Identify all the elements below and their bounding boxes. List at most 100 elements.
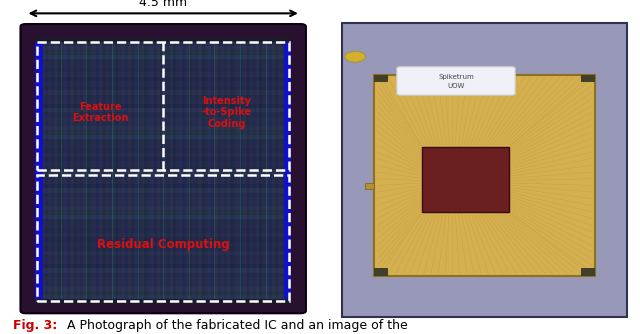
Bar xyxy=(240,37,243,304)
Bar xyxy=(275,37,278,304)
Bar xyxy=(581,75,595,82)
Bar xyxy=(250,37,253,304)
Bar xyxy=(35,135,291,139)
Bar xyxy=(35,54,291,59)
Bar xyxy=(35,219,291,224)
Bar xyxy=(35,41,291,46)
Bar xyxy=(35,157,291,161)
Bar xyxy=(163,37,164,304)
Bar xyxy=(83,37,86,304)
Bar xyxy=(195,37,198,304)
Bar xyxy=(35,104,291,108)
Bar xyxy=(374,75,388,82)
Bar xyxy=(35,86,291,90)
Bar xyxy=(214,37,215,304)
Bar xyxy=(35,37,291,42)
Bar xyxy=(106,37,109,304)
Bar xyxy=(37,175,289,301)
Bar xyxy=(35,117,291,121)
Bar xyxy=(115,37,118,304)
Bar xyxy=(218,37,221,304)
Bar xyxy=(422,147,509,212)
Bar xyxy=(246,37,250,304)
Text: Residual Computing: Residual Computing xyxy=(97,238,230,251)
Bar xyxy=(144,37,147,304)
Bar xyxy=(173,37,176,304)
Bar xyxy=(90,37,93,304)
Bar xyxy=(35,215,291,219)
Text: UOW: UOW xyxy=(447,83,465,89)
Bar xyxy=(166,37,170,304)
Bar xyxy=(374,75,595,276)
Text: Fig. 3:: Fig. 3: xyxy=(13,319,57,332)
Bar xyxy=(35,108,291,113)
Bar xyxy=(112,37,113,304)
Bar xyxy=(35,228,291,233)
Bar xyxy=(147,37,150,304)
Bar xyxy=(35,170,291,175)
Bar xyxy=(96,37,99,304)
Bar xyxy=(35,175,291,179)
Bar xyxy=(67,37,70,304)
Bar xyxy=(240,37,241,304)
Bar xyxy=(259,37,262,304)
Bar xyxy=(35,299,291,304)
Bar xyxy=(35,184,291,188)
Bar xyxy=(122,37,125,304)
Text: Feature
Extraction: Feature Extraction xyxy=(72,102,129,123)
Bar xyxy=(35,282,291,286)
Bar xyxy=(35,90,291,95)
Bar xyxy=(35,37,291,304)
Bar xyxy=(282,37,285,304)
Bar xyxy=(35,37,43,304)
Bar xyxy=(150,37,154,304)
Bar xyxy=(35,59,291,63)
Bar xyxy=(134,37,138,304)
Bar xyxy=(179,37,182,304)
Bar xyxy=(35,37,38,304)
Bar xyxy=(269,37,272,304)
Bar xyxy=(99,37,102,304)
Bar xyxy=(284,37,291,304)
Bar xyxy=(48,37,51,304)
Bar xyxy=(285,37,288,304)
Text: 4.5 mm: 4.5 mm xyxy=(139,0,188,9)
Bar xyxy=(35,241,291,246)
Bar xyxy=(109,37,112,304)
Bar xyxy=(278,37,282,304)
Bar xyxy=(35,273,291,277)
Bar xyxy=(256,37,259,304)
Bar xyxy=(54,37,58,304)
Bar xyxy=(86,37,90,304)
Bar xyxy=(61,37,64,304)
Text: Intensity
-to-Spike
Coding: Intensity -to-Spike Coding xyxy=(201,96,252,129)
Bar xyxy=(74,37,77,304)
Bar xyxy=(205,37,208,304)
Bar xyxy=(35,250,291,255)
Bar xyxy=(208,37,211,304)
Bar xyxy=(35,291,291,295)
Bar xyxy=(35,68,291,72)
Bar xyxy=(35,113,291,117)
FancyBboxPatch shape xyxy=(20,24,306,313)
Bar xyxy=(35,121,291,126)
Bar xyxy=(35,286,291,291)
Bar xyxy=(35,161,291,166)
Bar xyxy=(141,37,144,304)
Bar xyxy=(35,153,291,157)
Bar xyxy=(214,37,218,304)
Text: Spiketrum: Spiketrum xyxy=(438,74,474,80)
Bar xyxy=(234,37,237,304)
Bar xyxy=(35,46,291,50)
Circle shape xyxy=(345,51,365,62)
Bar xyxy=(37,42,289,170)
Bar xyxy=(202,37,205,304)
Bar xyxy=(35,148,291,153)
Bar xyxy=(198,37,202,304)
Bar xyxy=(35,81,291,86)
Bar xyxy=(35,206,291,210)
Bar xyxy=(163,37,166,304)
Bar xyxy=(35,300,291,304)
Bar xyxy=(227,37,230,304)
Bar xyxy=(35,246,291,250)
